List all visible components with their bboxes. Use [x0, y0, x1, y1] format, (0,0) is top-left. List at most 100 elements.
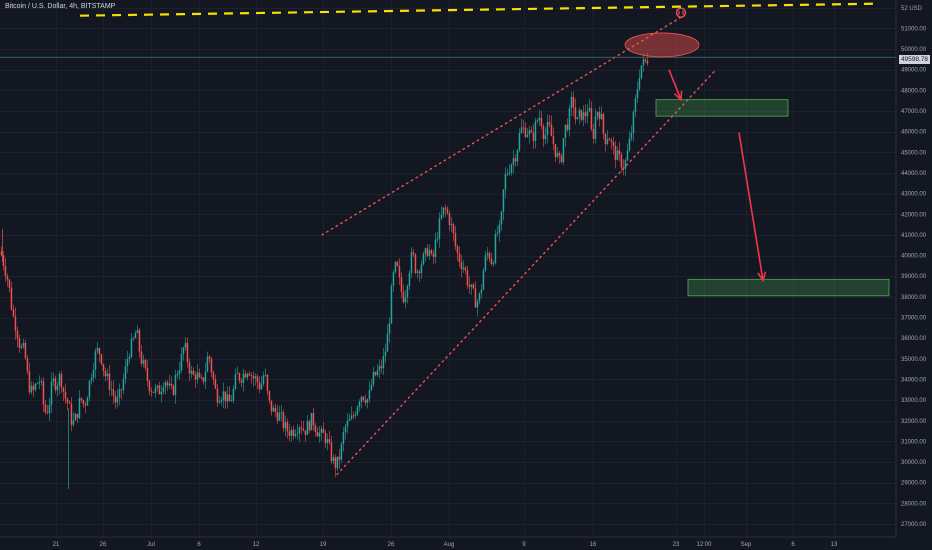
candle-body	[440, 214, 443, 219]
candle-body	[552, 136, 555, 145]
candle-body	[24, 343, 27, 359]
candle-body	[594, 116, 597, 139]
time-tick-label: 26	[388, 542, 395, 548]
candle-body	[258, 382, 261, 390]
candle-body	[302, 428, 305, 431]
price-tick-label: 35000.00	[901, 357, 927, 363]
candle-body	[334, 457, 337, 469]
time-tick-label: Aug	[444, 542, 455, 548]
candle-body	[182, 347, 185, 355]
candle-body	[104, 370, 107, 377]
candle-body	[448, 213, 451, 226]
candle-body	[170, 383, 173, 386]
candle-body	[444, 207, 447, 209]
candle-body	[362, 396, 365, 401]
candle-body	[412, 252, 415, 255]
candle-body	[114, 395, 117, 403]
candle-body	[464, 267, 467, 271]
candle-body	[432, 253, 435, 257]
candle-body	[146, 367, 149, 382]
channel-upper-line	[321, 15, 684, 236]
candle-body	[350, 415, 353, 420]
candle-body	[216, 388, 219, 403]
price-tick-label: 34000.00	[901, 377, 927, 383]
candle-body	[96, 347, 99, 352]
time-tick-label: 23	[673, 542, 680, 548]
candle-body	[550, 124, 553, 137]
symbol-title: Bitcoin / U.S. Dollar, 4h, BITSTAMP	[5, 3, 116, 10]
candle-body	[264, 374, 267, 376]
candle-body	[32, 385, 35, 390]
candle-body	[420, 264, 423, 274]
candle-body	[482, 270, 485, 290]
candle-body	[556, 153, 559, 157]
candle-body	[314, 425, 317, 432]
price-axis[interactable]: 27000.00 28000.00 29000.00 30000.00 31000.00…	[901, 6, 927, 528]
candle-body	[538, 117, 541, 121]
candle-body	[644, 59, 647, 61]
candle-body	[604, 133, 607, 145]
candle-body	[386, 333, 389, 352]
candle-body	[446, 208, 449, 214]
candle-body	[46, 412, 49, 414]
candle-body	[450, 224, 453, 226]
candle-body	[592, 129, 595, 139]
time-tick-label: 12	[253, 542, 260, 548]
candle-body	[572, 96, 575, 108]
time-tick-label: 21	[53, 542, 60, 548]
current-price-badge: 49598.78	[899, 55, 930, 64]
candle-body	[500, 211, 503, 225]
candle-body	[322, 428, 325, 433]
candle-body	[36, 383, 39, 385]
candle-body	[578, 109, 581, 118]
time-axis[interactable]: 21 26 Jul 6 12 19 26 Aug 9 16 23 12:00 Sep 6 13	[53, 542, 838, 548]
candle-body	[148, 381, 151, 392]
candle-body	[4, 265, 7, 277]
candle-body	[188, 362, 191, 374]
candle-body	[628, 138, 631, 151]
channel-lower-line	[336, 71, 715, 476]
candle-body	[632, 111, 635, 133]
candle-body	[268, 391, 271, 401]
candle-body	[34, 383, 37, 390]
candle-body	[230, 400, 233, 402]
candle-body	[12, 309, 15, 317]
candle-body	[62, 387, 65, 392]
candle-body	[454, 233, 457, 247]
price-tick-label: 30000.00	[901, 460, 927, 466]
candle-body	[202, 377, 205, 382]
candle-body	[250, 375, 253, 377]
time-tick-label: 13	[831, 542, 838, 548]
candle-body	[558, 153, 561, 156]
candle-body	[512, 158, 515, 165]
candle-body	[70, 403, 73, 425]
candle-body	[522, 127, 525, 129]
candle-body	[274, 407, 277, 413]
candle-body	[326, 439, 329, 444]
candle-body	[248, 373, 251, 376]
price-tick-label: 32000.00	[901, 419, 927, 425]
candle-body	[92, 370, 95, 378]
candle-body	[110, 389, 113, 391]
candle-body	[504, 173, 507, 190]
candle-body	[514, 158, 517, 162]
candle-body	[10, 287, 13, 310]
candle-body	[206, 356, 209, 372]
candle-body	[0, 251, 3, 256]
candle-body	[528, 130, 531, 135]
candle-body	[532, 132, 535, 142]
candle-body	[128, 357, 131, 360]
candle-body	[174, 375, 177, 395]
candle-body	[190, 370, 193, 374]
price-tick-label: 38000.00	[901, 295, 927, 301]
candle-body	[530, 130, 533, 133]
candle-body	[364, 400, 367, 403]
candle-body	[498, 224, 501, 233]
candle-body	[546, 122, 549, 136]
candle-body	[56, 385, 59, 390]
candle-body	[90, 377, 93, 381]
projection-arrow-1	[668, 69, 682, 100]
price-tick-label: 48000.00	[901, 88, 927, 94]
candlestick-series	[0, 52, 649, 489]
